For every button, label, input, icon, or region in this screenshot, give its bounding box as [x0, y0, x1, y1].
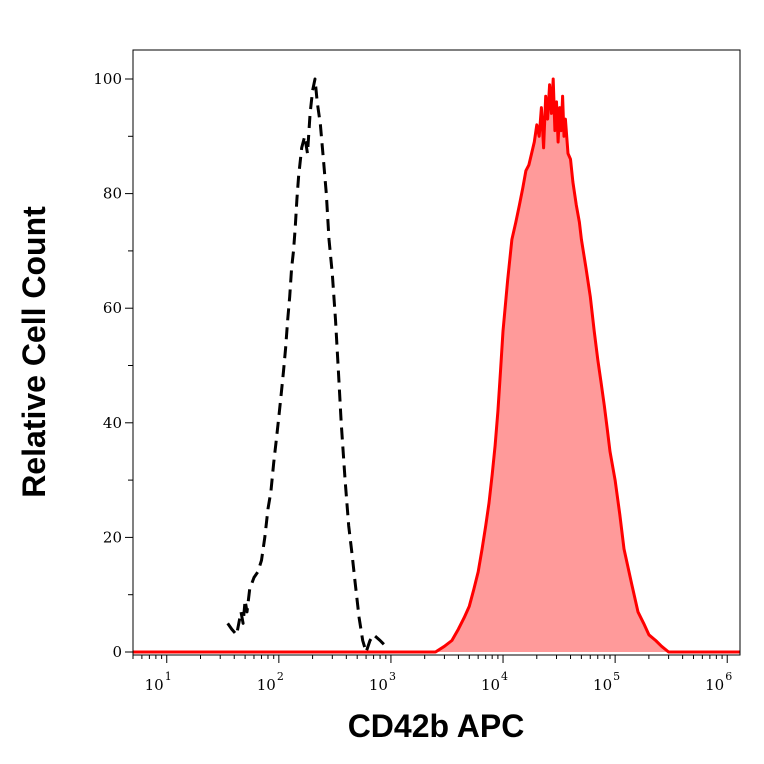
x-tick-exponent: 4	[501, 670, 508, 683]
x-tick-label: 10	[593, 676, 612, 694]
x-axis: 10 1 10 2 10 3 10 4 10 5 10 6	[132, 655, 732, 694]
y-tick-label: 0	[112, 643, 122, 661]
x-axis-label: CD42b APC	[348, 708, 525, 744]
x-tick-exponent: 5	[613, 670, 620, 683]
series-0-line	[226, 77, 387, 654]
series-1-area	[133, 79, 740, 652]
x-tick-exponent: 1	[165, 670, 172, 683]
series-1-line	[133, 77, 740, 654]
y-tick-label: 60	[103, 299, 122, 317]
x-tick-label: 10	[369, 676, 388, 694]
x-tick-label: 10	[257, 676, 276, 694]
x-tick-label: 10	[481, 676, 500, 694]
plot-frame	[132, 49, 741, 656]
x-tick-label: 10	[705, 676, 724, 694]
plot-series	[133, 77, 740, 654]
y-tick-label: 80	[103, 185, 122, 203]
x-tick-exponent: 6	[725, 670, 732, 683]
x-tick-exponent: 2	[277, 670, 284, 683]
x-tick-exponent: 3	[389, 670, 396, 683]
y-tick-label: 100	[93, 70, 122, 88]
x-tick-label: 10	[145, 676, 164, 694]
y-tick-label: 20	[103, 528, 122, 546]
y-axis: 0 20 40 60 80 100	[93, 70, 133, 661]
y-axis-label: Relative Cell Count	[16, 206, 52, 498]
y-tick-label: 40	[103, 414, 122, 432]
